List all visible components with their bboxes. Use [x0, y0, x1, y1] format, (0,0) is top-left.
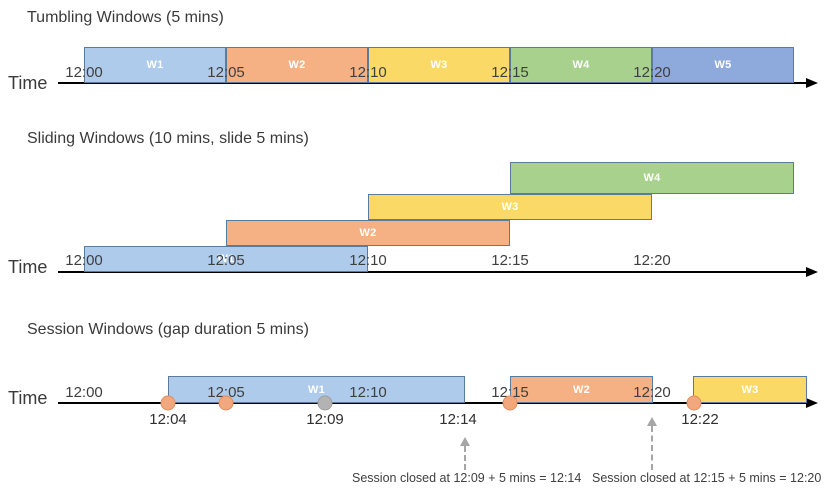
timeline-arrow-icon — [806, 267, 818, 277]
timeline-arrow-icon — [806, 398, 818, 408]
sliding-timeline — [58, 271, 806, 273]
session-event-label-1209: 12:09 — [306, 411, 344, 428]
tumbling-timeline — [58, 82, 806, 84]
session-tick-1205: 12:05 — [207, 384, 245, 401]
tumbling-tick-1200: 12:00 — [65, 64, 103, 81]
session-tick-1220: 12:20 — [633, 384, 671, 401]
session-closed-annotation-2: Session closed at 12:15 + 5 mins = 12:20 — [592, 471, 822, 485]
window-label: W3 — [430, 59, 448, 71]
event-dot-1209 — [317, 395, 333, 411]
session-event-label-1204: 12:04 — [149, 411, 187, 428]
dashed-arrow-up-icon — [647, 417, 657, 426]
event-dot-1205 — [218, 395, 234, 411]
tumbling-tick-1205: 12:05 — [207, 64, 245, 81]
tumbling-window-w5: W5 — [652, 47, 794, 83]
dashed-arrow-up-icon — [460, 437, 470, 446]
window-label: W1 — [307, 383, 326, 396]
timeline-arrow-icon — [806, 78, 818, 88]
session-event-label-1222: 12:22 — [681, 411, 719, 428]
window-label: W2 — [288, 59, 306, 71]
tumbling-title: Tumbling Windows (5 mins) — [27, 9, 224, 26]
sliding-tick-1210: 12:10 — [349, 252, 387, 269]
session-closed-annotation-1: Session closed at 12:09 + 5 mins = 12:14 — [352, 471, 582, 485]
tumbling-time-label: Time — [8, 73, 48, 93]
session-window-w2: W2 — [510, 376, 653, 403]
tumbling-tick-1220: 12:20 — [633, 64, 671, 81]
dashed-arrow-line — [464, 446, 466, 470]
window-label: W1 — [217, 253, 235, 265]
window-label: W1 — [146, 59, 164, 71]
window-label: W3 — [501, 201, 519, 213]
event-dot-1222 — [686, 395, 702, 411]
tumbling-tick-1210: 12:10 — [349, 64, 387, 81]
sliding-window-w4: W4 — [510, 162, 794, 194]
tumbling-tick-1215: 12:15 — [491, 64, 529, 81]
session-timeline — [58, 402, 806, 404]
window-label: W2 — [572, 383, 591, 396]
window-label: W5 — [714, 59, 732, 71]
session-window-w1: W1 — [168, 376, 465, 403]
sliding-time-label: Time — [8, 257, 48, 277]
session-event-label-1214: 12:14 — [439, 411, 477, 428]
sliding-tick-1220: 12:20 — [633, 252, 671, 269]
session-tick-1215: 12:15 — [491, 384, 529, 401]
session-tick-1210: 12:10 — [349, 384, 387, 401]
tumbling-window-w1: W1 — [84, 47, 226, 83]
window-label: W4 — [572, 59, 590, 71]
sliding-window-w1: W1 — [84, 246, 368, 272]
sliding-tick-1200: 12:00 — [65, 252, 103, 269]
window-label: W4 — [643, 172, 661, 184]
tumbling-window-w4: W4 — [510, 47, 652, 83]
session-tick-1200: 12:00 — [65, 384, 103, 401]
sliding-window-w2: W2 — [226, 220, 510, 246]
window-label: W2 — [359, 227, 377, 239]
event-dot-1215 — [502, 395, 518, 411]
dashed-arrow-line — [651, 426, 653, 470]
session-title: Session Windows (gap duration 5 mins) — [27, 321, 309, 338]
session-window-w3: W3 — [693, 376, 807, 403]
sliding-tick-1205: 12:05 — [207, 252, 245, 269]
tumbling-window-w3: W3 — [368, 47, 510, 83]
session-time-label: Time — [8, 388, 48, 408]
sliding-tick-1215: 12:15 — [491, 252, 529, 269]
tumbling-window-w2: W2 — [226, 47, 368, 83]
window-label: W3 — [741, 383, 759, 396]
sliding-window-w3: W3 — [368, 194, 652, 220]
event-dot-1204 — [160, 395, 176, 411]
sliding-title: Sliding Windows (10 mins, slide 5 mins) — [27, 130, 309, 147]
